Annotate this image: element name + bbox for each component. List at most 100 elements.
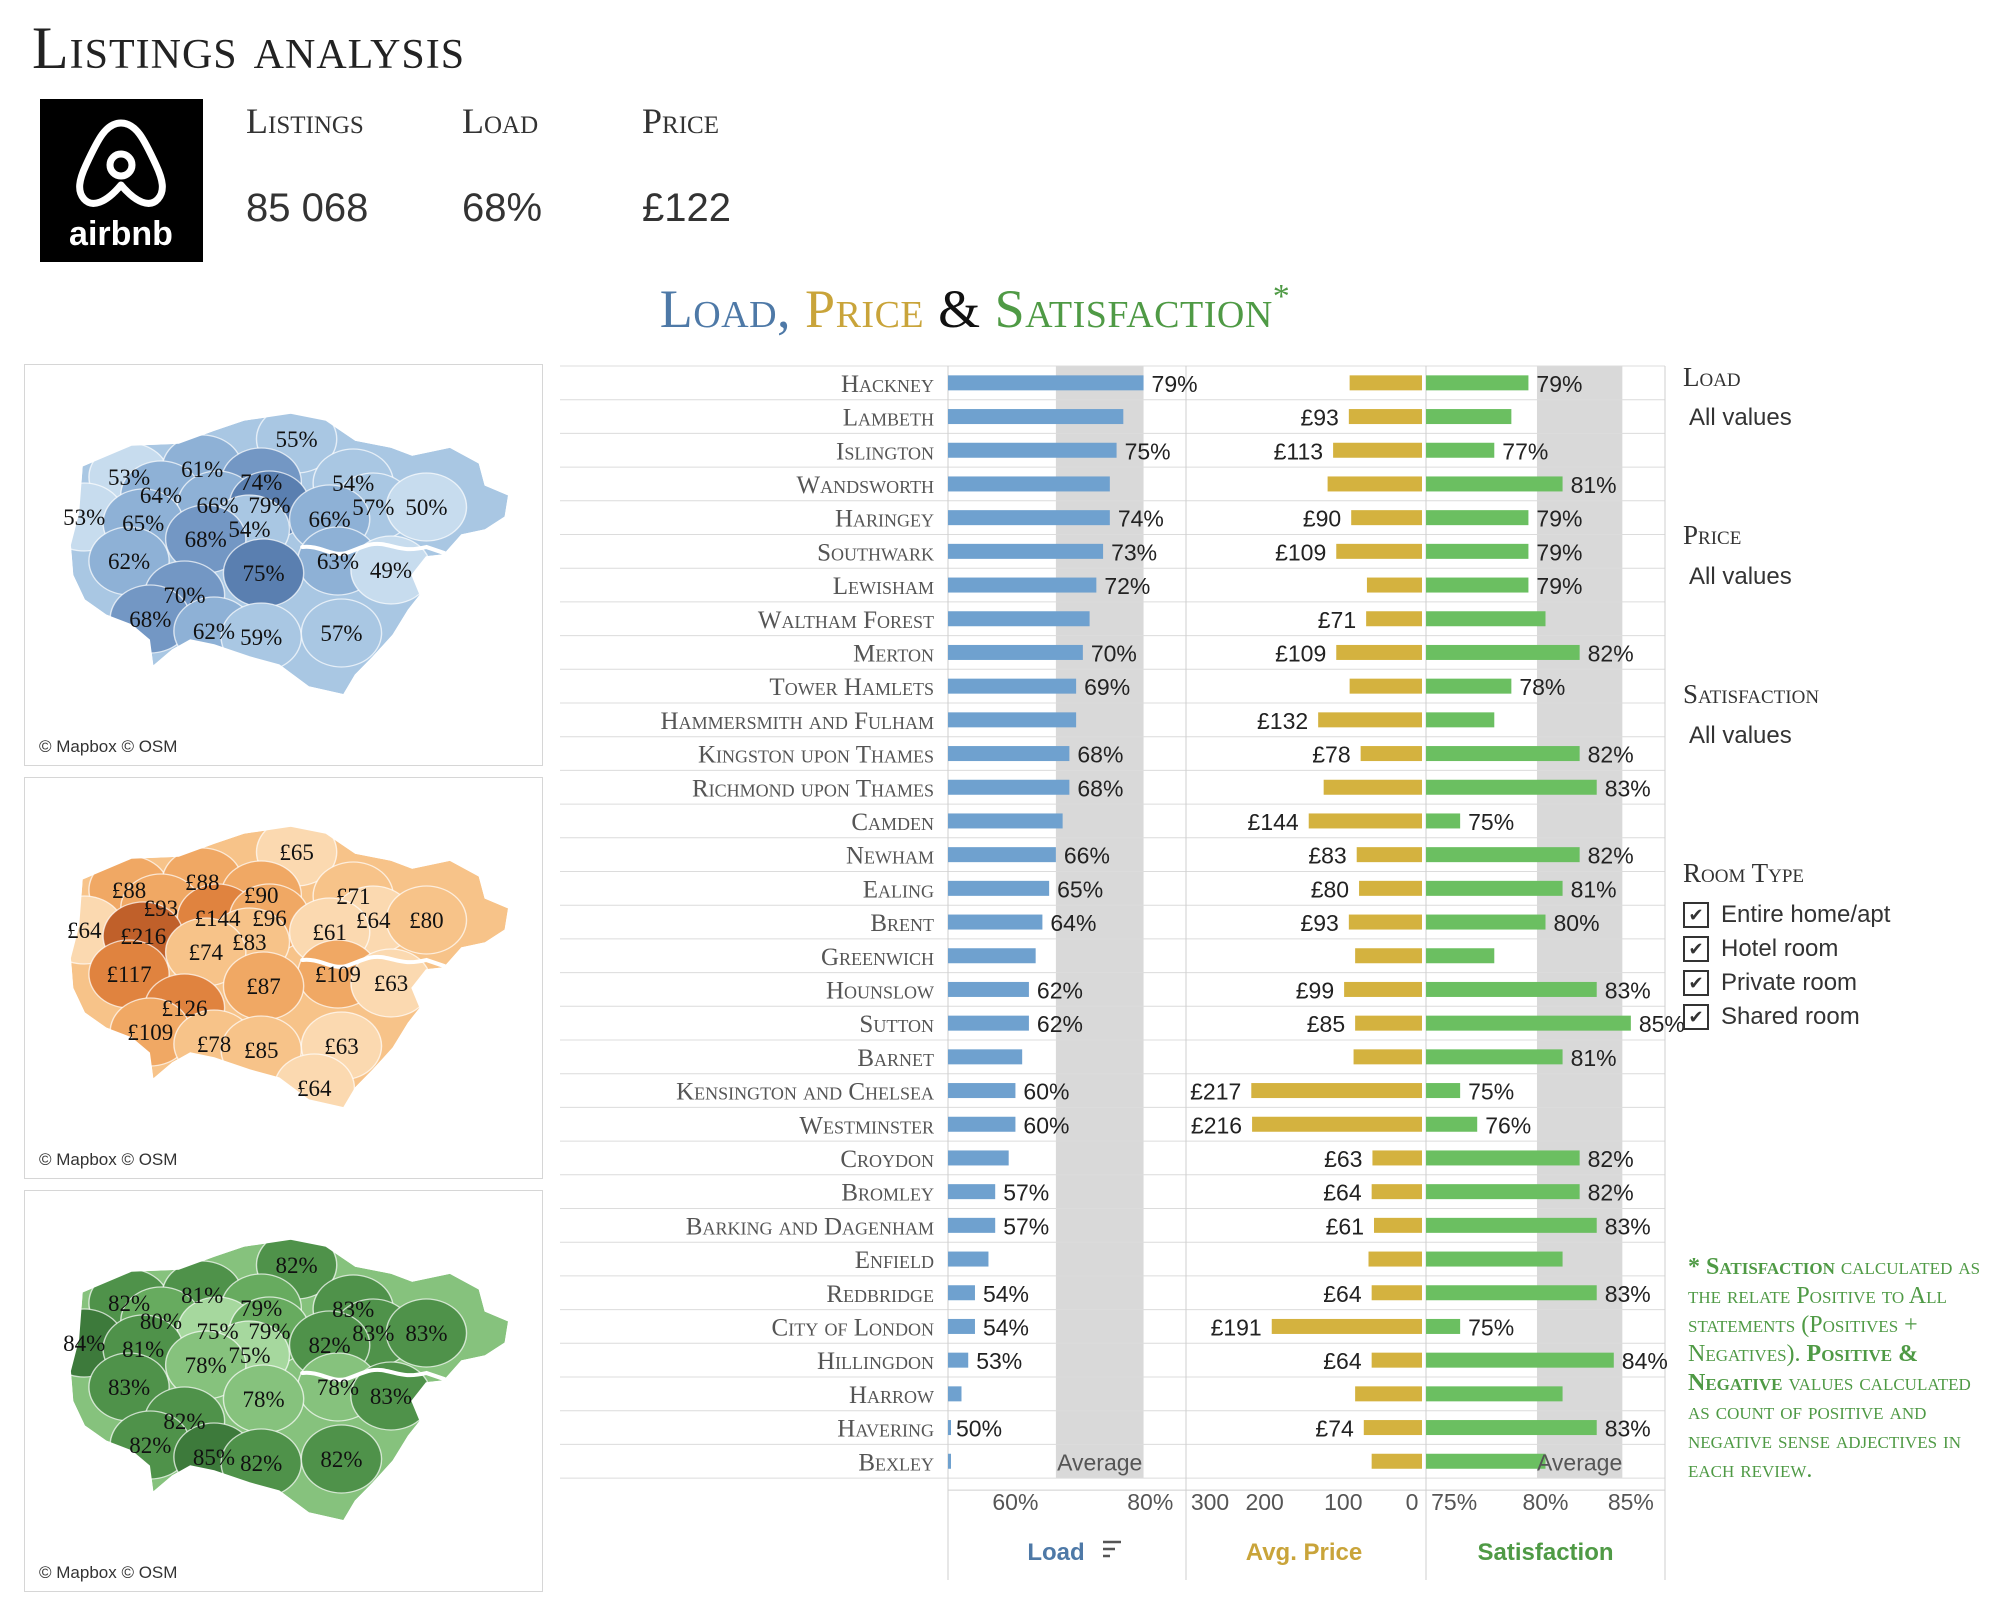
map-value-label: £87 — [246, 974, 281, 999]
satisfaction-value-label: 81% — [1571, 472, 1617, 498]
map-value-label: £64 — [356, 908, 391, 933]
map-value-label: 83% — [370, 1384, 412, 1409]
kpi-price-value: £122 — [642, 186, 731, 230]
borough-cells — [70, 413, 468, 672]
satisfaction-bar — [1426, 1453, 1546, 1469]
satisfaction-value-label: 83% — [1605, 1281, 1651, 1307]
tick-label: 80% — [1522, 1489, 1568, 1515]
map-value-label: 54% — [332, 471, 374, 496]
load-value-label: 66% — [1064, 843, 1110, 869]
price-value-label: £74 — [1315, 1416, 1354, 1442]
map-value-label: 83% — [108, 1375, 150, 1400]
load-bar — [948, 543, 1104, 559]
map-value-label: 80% — [140, 1309, 182, 1334]
price-bar — [1368, 1251, 1422, 1267]
load-bar — [948, 1150, 1009, 1166]
borough-shape — [300, 1424, 383, 1494]
kpi-load-label: Load — [462, 101, 539, 141]
price-bar — [1349, 375, 1422, 391]
price-value-label: £63 — [1324, 1146, 1362, 1172]
borough-cells — [70, 826, 468, 1108]
load-map[interactable]: 55% 53% 61% 74% 54% 53% 64% 66% 79% 57% 50% 65% 54% 6… — [24, 364, 543, 766]
price-bar — [1355, 948, 1422, 964]
river-thames — [300, 954, 447, 969]
room-type-hotel-room[interactable]: ✔ Hotel room — [1683, 932, 1838, 966]
checkbox-checked-icon[interactable]: ✔ — [1683, 1004, 1709, 1030]
satisfaction-bar — [1426, 712, 1495, 728]
map-value-label: £126 — [162, 996, 208, 1021]
satisfaction-value-label: 83% — [1605, 977, 1651, 1003]
checkbox-checked-icon[interactable]: ✔ — [1683, 902, 1709, 928]
airbnb-logo-icon: airbnb — [69, 119, 173, 253]
satisfaction-value-label: 83% — [1605, 1213, 1651, 1239]
load-bar — [948, 1352, 969, 1368]
footnote-pos-neg: Positive & Negative — [1688, 1341, 1919, 1396]
satisfaction-bar — [1426, 1217, 1597, 1233]
map-value-label: £88 — [112, 878, 147, 903]
map-value-label: £109 — [127, 1020, 173, 1045]
price-bar — [1366, 611, 1422, 627]
load-bar — [948, 1015, 1029, 1031]
room-type-shared-room[interactable]: ✔ Shared room — [1683, 1000, 1860, 1034]
satisfaction-value-label: 80% — [1554, 910, 1600, 936]
load-value-label: 72% — [1104, 573, 1150, 599]
price-value-label: £64 — [1323, 1348, 1362, 1374]
satisfaction-bar — [1426, 1116, 1478, 1132]
load-bar — [948, 611, 1090, 627]
price-bar — [1349, 678, 1422, 694]
price-value-label: £71 — [1318, 607, 1356, 633]
satisfaction-map[interactable]: 82% 82% 81% 79% 83% 84% 80% 75% 79% 83% 83% 81% 75% 8… — [24, 1190, 543, 1592]
tick-label: 80% — [1127, 1489, 1173, 1515]
map-value-label: 75% — [228, 1343, 270, 1368]
satisfaction-bar — [1426, 577, 1529, 593]
satisfaction-bar — [1426, 611, 1546, 627]
row-label: Waltham Forest — [758, 607, 934, 634]
load-bar — [948, 577, 1097, 593]
map-value-label: 79% — [248, 493, 290, 518]
room-type-label: Private room — [1721, 969, 1858, 996]
filter-satisfaction-value[interactable]: All values — [1689, 722, 1792, 749]
satisfaction-value-label: 82% — [1588, 640, 1634, 666]
map-value-label: 82% — [240, 1451, 282, 1476]
checkbox-checked-icon[interactable]: ✔ — [1683, 970, 1709, 996]
load-value-label: 70% — [1091, 640, 1137, 666]
load-value-label: 79% — [1152, 371, 1198, 397]
load-value-label: 54% — [983, 1314, 1029, 1340]
row-label: Barnet — [857, 1045, 934, 1072]
price-map[interactable]: £65 £88 £88 £90 £71 £64 £93 £144 £96 £64 £80 £216 £8… — [24, 777, 543, 1179]
map-value-label: 78% — [317, 1375, 359, 1400]
load-bar — [948, 1251, 989, 1267]
satisfaction-bar — [1426, 375, 1529, 391]
satisfaction-value-label: 82% — [1588, 843, 1634, 869]
map-value-label: 66% — [309, 507, 351, 532]
load-bar — [948, 1386, 962, 1402]
satisfaction-value-label: 82% — [1588, 1180, 1634, 1206]
row-label: Harrow — [849, 1382, 934, 1409]
tick-label: 75% — [1431, 1489, 1477, 1515]
price-value-label: £61 — [1326, 1213, 1364, 1239]
load-bar — [948, 847, 1056, 863]
satisfaction-value-label: 75% — [1468, 1314, 1514, 1340]
satisfaction-bar — [1426, 678, 1512, 694]
price-bar — [1323, 779, 1422, 795]
load-value-label: 74% — [1118, 506, 1164, 532]
room-type-entire-home[interactable]: ✔ Entire home/apt — [1683, 898, 1890, 932]
load-bar — [948, 442, 1117, 458]
filter-price-value[interactable]: All values — [1689, 563, 1792, 590]
price-value-label: £217 — [1190, 1079, 1241, 1105]
map-value-label: £65 — [279, 840, 314, 865]
load-value-label: 57% — [1003, 1213, 1049, 1239]
load-bar — [948, 914, 1043, 930]
room-type-label: Hotel room — [1721, 935, 1839, 962]
average-label: Average — [1537, 1449, 1622, 1475]
checkbox-checked-icon[interactable]: ✔ — [1683, 936, 1709, 962]
satisfaction-bar — [1426, 644, 1580, 660]
satisfaction-bar — [1426, 813, 1461, 829]
room-type-private-room[interactable]: ✔ Private room — [1683, 966, 1857, 1000]
filter-load-value[interactable]: All values — [1689, 404, 1792, 431]
map-value-label: 62% — [193, 619, 235, 644]
load-bar — [948, 1184, 996, 1200]
tick-label: 60% — [992, 1489, 1038, 1515]
borough-cells — [70, 1239, 468, 1498]
row-label: Merton — [853, 640, 934, 667]
